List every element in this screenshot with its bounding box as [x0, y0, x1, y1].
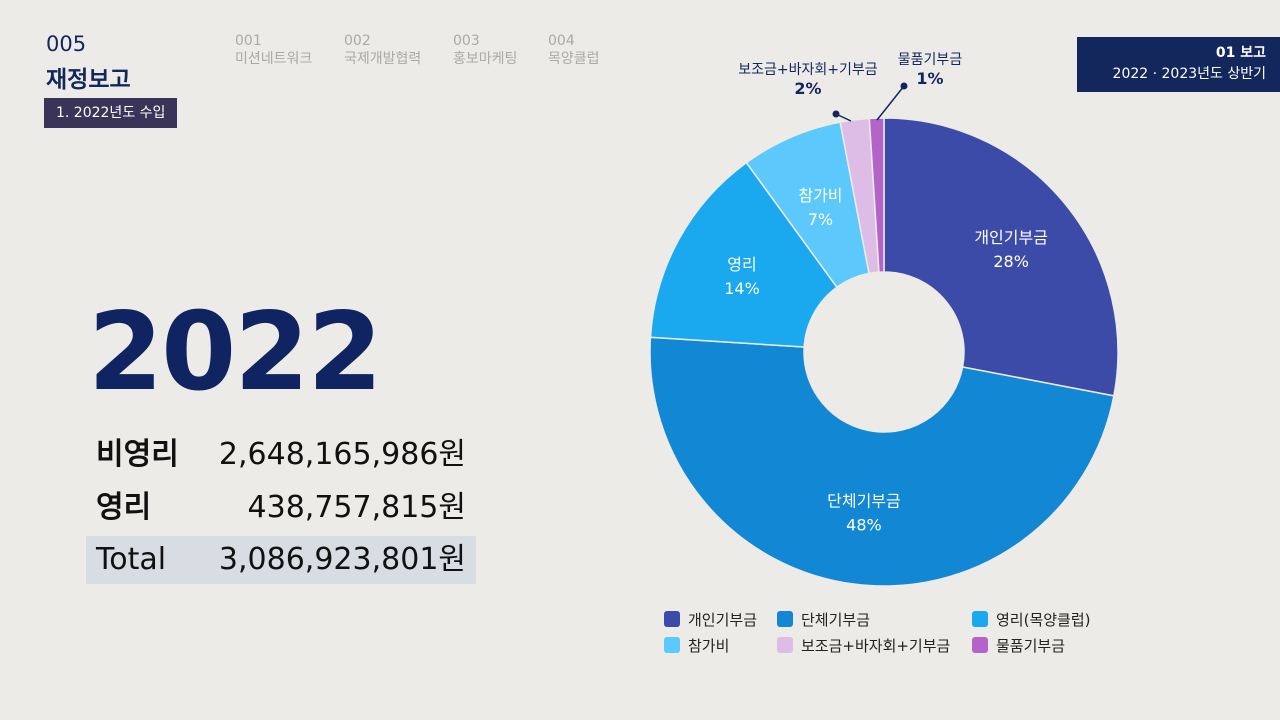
- year-heading: 2022: [88, 290, 383, 415]
- nav-tab-2[interactable]: 002 국제개발협력: [344, 32, 421, 68]
- legend-swatch: [777, 637, 793, 653]
- legend-label: 영리(목양클럽): [996, 610, 1091, 629]
- legend-item: 영리(목양클럽): [972, 608, 1091, 630]
- nav-tab-number: 003: [453, 33, 480, 49]
- summary-value: 3,086,923,801원: [218, 542, 466, 577]
- summary-row-nonprofit: 비영리 2,648,165,986원: [86, 431, 476, 479]
- legend-label: 물품기부금: [996, 636, 1066, 655]
- data-label-name: 단체기부금: [827, 492, 901, 511]
- legend-item: 참가비: [664, 634, 729, 656]
- nav-tab-number: 004: [548, 33, 575, 49]
- pie-slice-3: [649, 161, 839, 348]
- callout-label-name: 보조금+바자회+기부금: [738, 62, 878, 78]
- nav-tab-label: 국제개발협력: [344, 51, 422, 67]
- data-label-value: 14%: [724, 279, 760, 298]
- callout-dot: [832, 110, 840, 118]
- nav-tab-label: 홍보마케팅: [453, 51, 518, 67]
- report-period: 2022 · 2023년도 상반기: [1112, 66, 1266, 82]
- legend-label: 보조금+바자회+기부금: [801, 636, 951, 655]
- legend-swatch: [972, 611, 988, 627]
- nav-tab-number: 001: [235, 33, 262, 49]
- report-title: 01 보고: [1215, 45, 1266, 61]
- legend-swatch: [972, 637, 988, 653]
- summary-row-profit: 영리 438,757,815원: [86, 484, 476, 532]
- section-number: 005: [46, 32, 87, 56]
- legend-label: 단체기부금: [801, 610, 871, 629]
- callout-label-value: 1%: [916, 69, 943, 88]
- data-label-value: 7%: [808, 210, 833, 229]
- legend-item: 보조금+바자회+기부금: [777, 634, 950, 656]
- legend-item: 물품기부금: [972, 634, 1065, 656]
- summary-label: 영리: [96, 490, 152, 525]
- summary-row-total: Total 3,086,923,801원: [86, 536, 476, 584]
- callout-label-name: 물품기부금: [898, 52, 963, 68]
- summary-value: 2,648,165,986원: [218, 437, 466, 472]
- nav-tab-3[interactable]: 003 홍보마케팅: [453, 32, 517, 68]
- summary-label: Total: [96, 542, 167, 577]
- nav-tab-1[interactable]: 001 미션네트워크: [235, 32, 312, 68]
- data-label-name: 영리: [727, 255, 756, 274]
- nav-tab-number: 002: [344, 33, 371, 49]
- pie-slice-1: [883, 117, 1119, 397]
- data-label-value: 48%: [846, 516, 882, 535]
- nav-tab-label: 목양클럽: [548, 51, 600, 67]
- callout-dot: [900, 82, 908, 90]
- section-title: 재정보고: [46, 67, 131, 93]
- callout-line: [876, 85, 905, 121]
- legend-swatch: [664, 637, 680, 653]
- summary-value: 438,757,815원: [247, 490, 466, 525]
- subsection-tag: 1. 2022년도 수입: [44, 98, 178, 128]
- legend-swatch: [777, 611, 793, 627]
- nav-tab-4[interactable]: 004 목양클럽: [548, 32, 600, 68]
- nav-tab-label: 미션네트워크: [235, 51, 313, 67]
- legend-label: 개인기부금: [688, 610, 758, 629]
- report-badge: 01 보고 2022 · 2023년도 상반기: [1077, 37, 1280, 92]
- pie-slice-2: [649, 336, 1115, 587]
- callout-label-value: 2%: [794, 79, 821, 98]
- data-label-name: 참가비: [798, 186, 842, 205]
- data-label-value: 28%: [993, 252, 1029, 271]
- legend-label: 참가비: [688, 636, 730, 655]
- legend-item: 개인기부금: [664, 608, 757, 630]
- summary-label: 비영리: [96, 437, 179, 472]
- legend-swatch: [664, 611, 680, 627]
- pie-slice-6: [868, 117, 885, 273]
- legend-item: 단체기부금: [777, 608, 870, 630]
- data-label-name: 개인기부금: [974, 228, 1048, 247]
